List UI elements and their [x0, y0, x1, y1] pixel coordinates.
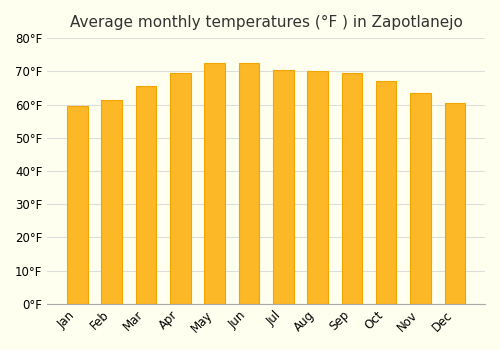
Bar	[102, 99, 122, 304]
Bar	[308, 71, 328, 304]
Bar	[67, 106, 87, 304]
Bar	[444, 103, 465, 304]
Bar	[342, 73, 362, 304]
Bar	[273, 70, 293, 304]
Bar	[410, 93, 431, 304]
Bar	[170, 73, 190, 304]
Bar	[136, 86, 156, 304]
Title: Average monthly temperatures (°F ) in Zapotlanejo: Average monthly temperatures (°F ) in Za…	[70, 15, 462, 30]
Bar	[204, 63, 225, 304]
Bar	[238, 63, 260, 304]
Bar	[376, 81, 396, 304]
